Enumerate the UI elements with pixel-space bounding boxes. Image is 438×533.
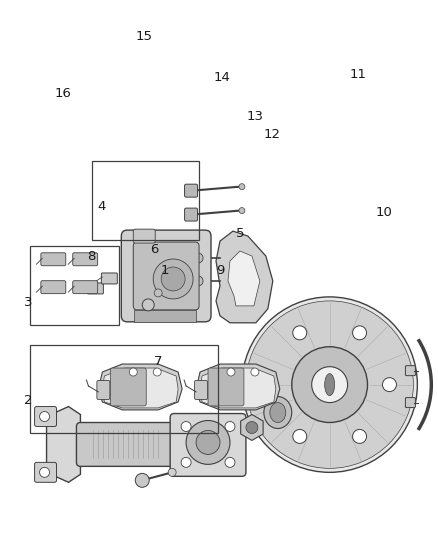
FancyBboxPatch shape [184, 184, 198, 197]
Bar [30, 246, 119, 325]
Text: 14: 14 [214, 71, 231, 84]
FancyBboxPatch shape [134, 310, 196, 322]
Polygon shape [102, 368, 178, 408]
FancyBboxPatch shape [35, 407, 57, 426]
Circle shape [225, 457, 235, 467]
Polygon shape [46, 407, 81, 482]
Ellipse shape [325, 374, 335, 395]
Ellipse shape [264, 397, 292, 429]
Circle shape [239, 184, 245, 190]
Text: 5: 5 [236, 227, 244, 240]
Circle shape [292, 347, 367, 423]
Bar [92, 161, 199, 240]
Text: 4: 4 [97, 200, 105, 214]
Text: 6: 6 [150, 243, 159, 256]
Polygon shape [99, 364, 182, 410]
Text: 11: 11 [350, 68, 366, 80]
Text: 1: 1 [160, 264, 169, 277]
Polygon shape [200, 368, 276, 408]
FancyBboxPatch shape [41, 281, 66, 294]
Circle shape [353, 326, 367, 340]
FancyBboxPatch shape [121, 230, 211, 322]
Circle shape [168, 469, 176, 477]
FancyBboxPatch shape [110, 368, 146, 406]
Circle shape [246, 301, 413, 469]
FancyBboxPatch shape [194, 381, 208, 399]
Circle shape [142, 299, 154, 311]
Circle shape [181, 422, 191, 432]
FancyBboxPatch shape [184, 208, 198, 221]
Polygon shape [216, 231, 273, 323]
Circle shape [242, 297, 417, 472]
FancyBboxPatch shape [101, 273, 117, 284]
Text: 3: 3 [24, 296, 32, 309]
Text: 16: 16 [54, 87, 71, 100]
Circle shape [135, 473, 149, 487]
Circle shape [153, 259, 193, 299]
Circle shape [181, 457, 191, 467]
Circle shape [251, 368, 259, 376]
Text: 13: 13 [246, 110, 263, 123]
FancyBboxPatch shape [88, 283, 103, 294]
Bar [30, 345, 218, 433]
FancyBboxPatch shape [35, 462, 57, 482]
FancyBboxPatch shape [41, 253, 66, 266]
FancyBboxPatch shape [208, 368, 244, 406]
FancyBboxPatch shape [406, 398, 415, 408]
FancyBboxPatch shape [73, 281, 98, 294]
Circle shape [263, 378, 277, 392]
Circle shape [293, 430, 307, 443]
Text: 12: 12 [264, 128, 281, 141]
Circle shape [227, 368, 235, 376]
Circle shape [225, 422, 235, 432]
Circle shape [39, 411, 49, 422]
Circle shape [382, 378, 396, 392]
Text: 7: 7 [154, 354, 162, 368]
FancyBboxPatch shape [97, 381, 110, 399]
Circle shape [193, 276, 203, 286]
Text: 10: 10 [376, 206, 392, 219]
FancyBboxPatch shape [73, 253, 98, 266]
Polygon shape [240, 415, 263, 440]
Circle shape [312, 367, 348, 402]
Circle shape [246, 422, 258, 433]
Circle shape [129, 368, 137, 376]
Circle shape [193, 253, 203, 263]
FancyBboxPatch shape [133, 242, 199, 310]
Text: 15: 15 [135, 30, 152, 44]
Ellipse shape [270, 402, 286, 423]
Polygon shape [228, 251, 260, 306]
Text: 2: 2 [24, 394, 32, 407]
Circle shape [154, 289, 162, 297]
FancyBboxPatch shape [133, 229, 155, 243]
Polygon shape [196, 364, 280, 410]
Circle shape [353, 430, 367, 443]
Circle shape [39, 467, 49, 478]
Circle shape [293, 326, 307, 340]
Circle shape [239, 207, 245, 214]
FancyBboxPatch shape [406, 366, 415, 376]
Circle shape [186, 421, 230, 464]
FancyBboxPatch shape [170, 414, 246, 477]
FancyBboxPatch shape [77, 423, 174, 466]
Text: 9: 9 [215, 264, 224, 277]
Text: 8: 8 [87, 251, 95, 263]
Circle shape [196, 431, 220, 455]
Circle shape [153, 368, 161, 376]
Circle shape [161, 267, 185, 291]
